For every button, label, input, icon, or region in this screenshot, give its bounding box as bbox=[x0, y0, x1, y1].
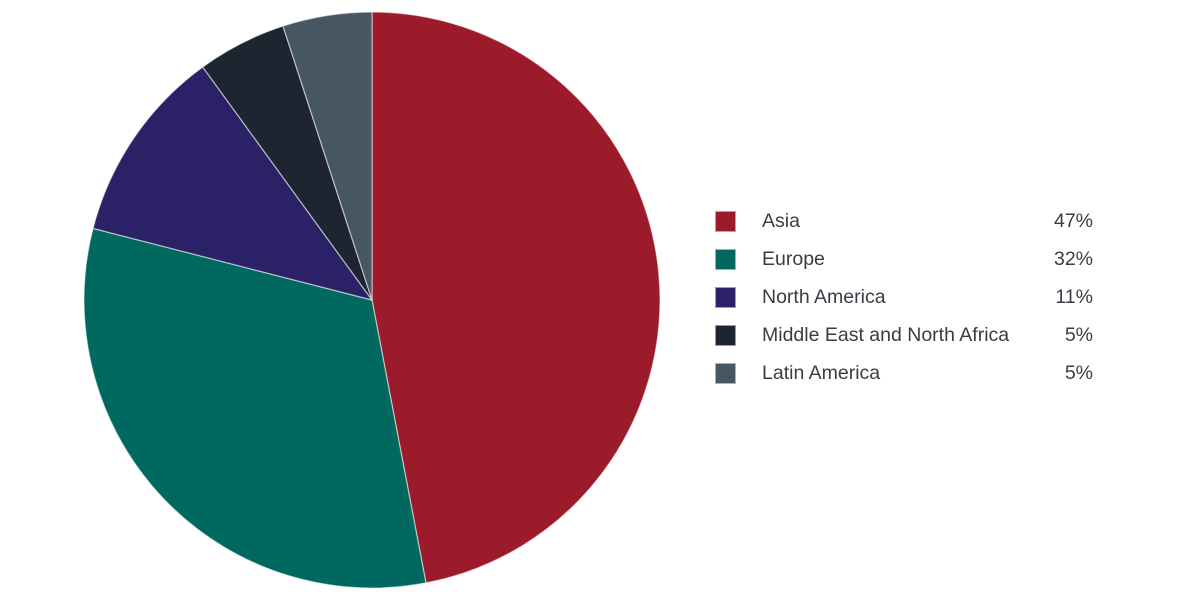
legend-item-north-america: North America 11% bbox=[715, 286, 1093, 308]
pie-slice-asia bbox=[371, 11, 661, 584]
legend-value: 5% bbox=[1064, 362, 1093, 384]
legend-item-latin-america: Latin America 5% bbox=[715, 362, 1093, 384]
legend-label: Latin America bbox=[762, 362, 881, 384]
pie-slice-north-america bbox=[92, 66, 373, 301]
legend-value: 11% bbox=[1055, 286, 1093, 308]
pie-slice-latin-america bbox=[282, 11, 373, 301]
legend-value: 47% bbox=[1053, 210, 1093, 232]
legend-swatch bbox=[715, 210, 736, 232]
legend-swatch bbox=[715, 286, 736, 308]
legend-label: Asia bbox=[762, 210, 800, 232]
legend-label: North America bbox=[762, 286, 886, 308]
legend: Asia 47% Europe 32% North America 11% Mi… bbox=[715, 210, 1093, 384]
legend-item-asia: Asia 47% bbox=[715, 210, 1093, 232]
legend-swatch bbox=[715, 248, 736, 270]
legend-item-middle-east-and-north-africa: Middle East and North Africa 5% bbox=[715, 324, 1093, 346]
legend-value: 32% bbox=[1053, 248, 1093, 270]
legend-swatch bbox=[715, 362, 736, 384]
legend-swatch bbox=[715, 324, 736, 346]
legend-item-europe: Europe 32% bbox=[715, 248, 1093, 270]
legend-label: Europe bbox=[762, 248, 825, 270]
pie-slice-europe bbox=[83, 227, 427, 589]
legend-value: 5% bbox=[1064, 324, 1093, 346]
legend-label: Middle East and North Africa bbox=[762, 324, 1010, 346]
